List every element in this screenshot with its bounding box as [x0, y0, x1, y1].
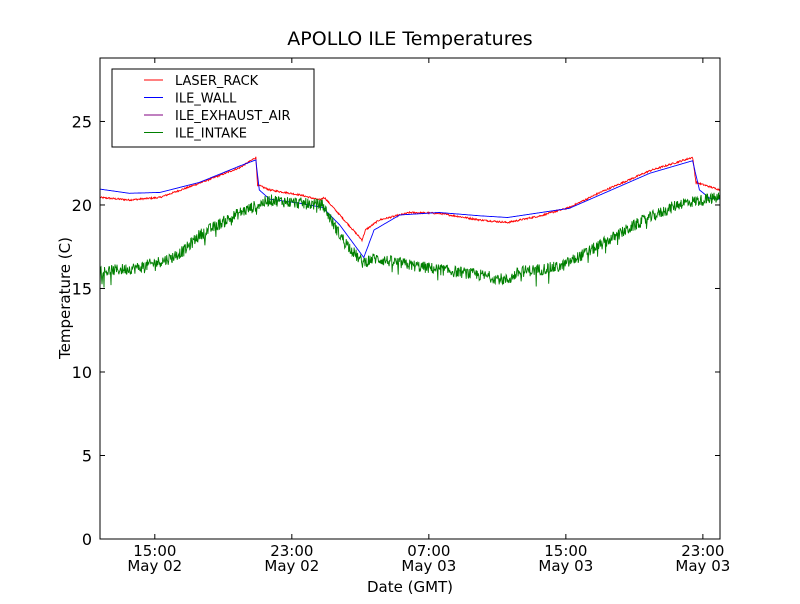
y-tick-label: 10 — [72, 363, 92, 382]
legend-label: ILE_INTAKE — [175, 127, 247, 142]
legend-box — [111, 68, 315, 148]
chart-title: APOLLO ILE Temperatures — [287, 28, 532, 50]
x-tick-time: 15:00 — [544, 542, 587, 560]
x-tick-time: 23:00 — [681, 542, 724, 560]
x-tick-date: May 03 — [538, 557, 593, 575]
series-line-ile-intake — [100, 192, 720, 288]
legend: LASER_RACK ILE_WALL ILE_EXHAUST_AIR ILE_INT… — [111, 68, 315, 148]
x-tick-time: 07:00 — [407, 542, 450, 560]
series-layer — [100, 156, 720, 288]
y-tick-label: 20 — [72, 196, 92, 215]
x-tick-date: May 02 — [264, 557, 319, 575]
x-tick-date: May 03 — [675, 557, 730, 575]
plot-frame — [99, 57, 721, 540]
x-tick-time: 15:00 — [133, 542, 176, 560]
y-tick-label: 15 — [72, 279, 92, 298]
y-tick-label: 25 — [72, 112, 92, 131]
legend-label: LASER_RACK — [175, 74, 259, 89]
x-tick-date: May 02 — [127, 557, 182, 575]
legend-label: ILE_WALL — [175, 92, 237, 107]
x-tick-date: May 03 — [401, 557, 456, 575]
y-axis-label: Temperature (C) — [56, 237, 74, 360]
y-tick-label: 0 — [82, 530, 92, 549]
x-axis-label: Date (GMT) — [367, 578, 453, 596]
series-line-ile-wall — [100, 159, 720, 259]
x-tick-time: 23:00 — [270, 542, 313, 560]
y-tick-label: 5 — [82, 446, 92, 465]
legend-label: ILE_EXHAUST_AIR — [175, 109, 291, 124]
